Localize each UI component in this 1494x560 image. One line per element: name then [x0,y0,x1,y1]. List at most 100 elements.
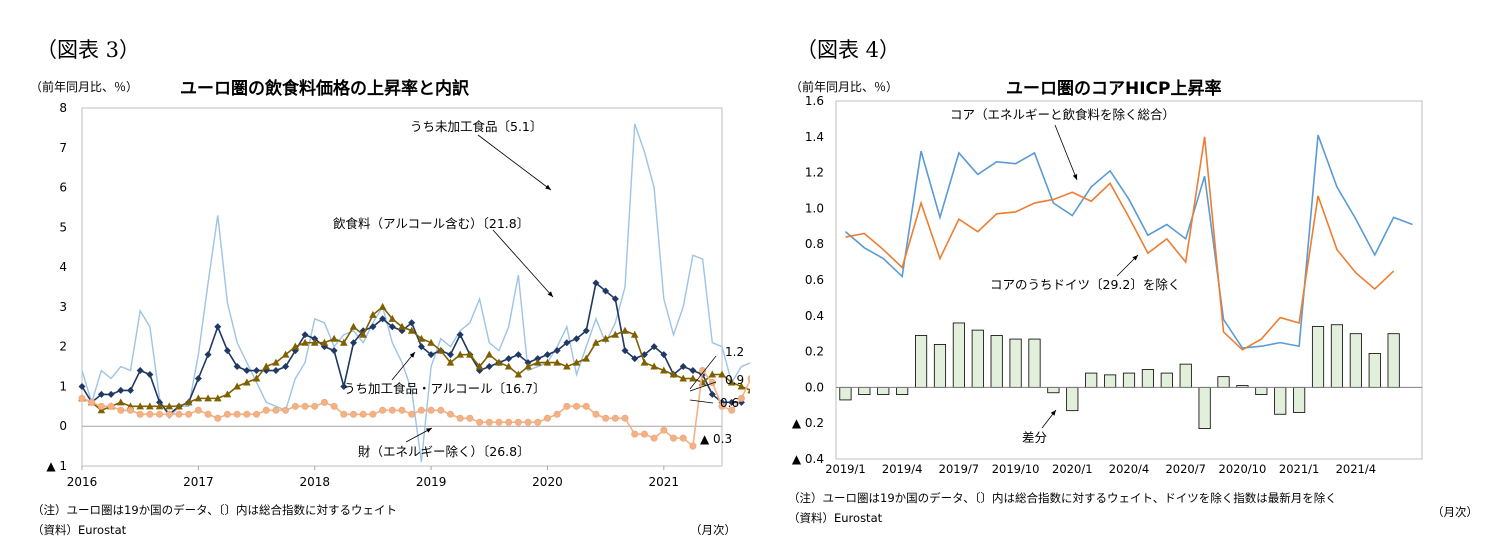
data-point [650,343,658,351]
figure-4-source: （資料）Eurostat [788,511,883,525]
data-point [407,326,416,334]
data-point [107,402,115,410]
annotation-processed-food-arrow [391,351,416,381]
data-point [621,326,629,334]
data-point [679,434,687,442]
data-point [563,339,571,347]
data-point [262,406,270,414]
data-point [728,398,736,406]
data-point [602,414,610,422]
x-tick-label: 2020/1 [1052,462,1092,476]
data-point [514,418,522,426]
data-point [233,382,241,390]
diff-bar [858,386,871,395]
y-tick-label: ▲ 0.2 [792,416,824,430]
diff-bar [1217,376,1230,388]
data-point [563,362,571,370]
diff-bar [1293,386,1306,413]
end-value-label: 0.9 [725,373,744,387]
diff-bar [1255,386,1268,395]
data-point [456,414,464,422]
data-point [495,418,503,426]
data-point [253,367,261,375]
data-point [679,363,687,371]
diff-bar [896,386,909,395]
data-point [737,382,746,390]
diff-bar [1274,386,1287,415]
diff-bar [1009,338,1022,388]
figure-4-x-unit: （月次） [1432,505,1478,519]
y-tick-label: 0.6 [805,273,824,287]
data-point [446,358,455,366]
data-point [243,378,251,386]
data-point [437,406,445,414]
data-point [689,374,697,382]
data-point [223,347,231,355]
data-point [563,402,571,410]
diff-bar [1368,352,1381,388]
data-point [553,358,561,366]
annotation-food-total-arrow [492,229,554,298]
data-point [272,367,280,375]
y-tick-label: 0.0 [805,380,824,394]
data-point [495,358,503,366]
data-point [330,334,338,342]
data-point [485,418,493,426]
x-tick-label: 2017 [183,475,214,489]
data-point [330,402,338,410]
x-tick-label: 2021/1 [1279,462,1319,476]
data-point [126,406,134,414]
x-tick-label: 2019/1 [825,462,865,476]
x-tick-label: 2019/4 [882,462,922,476]
data-point [146,410,154,418]
y-tick-label: 2 [59,340,67,354]
data-point [650,434,658,442]
x-tick-label: 2019/7 [939,462,979,476]
figure-3-panel: （図表 3） （前年同月比、％） ユーロ圏の飲食料価格の上昇率と内訳 ▲ 1 0 1… [30,38,750,537]
data-point [466,414,474,422]
data-point [223,390,232,398]
data-point [252,374,261,382]
figure-3-note: （注）ユーロ圏は19か国のデータ、〔〕内は総合指数に対するウェイト [32,503,398,517]
data-point [379,406,387,414]
end-leader-line [689,399,714,404]
end-leader-line [689,381,717,392]
diff-bar [952,322,965,388]
data-point [311,402,319,410]
annotation-processed-food: うち加工食品・アルコール〔16.7〕 [343,381,545,396]
x-tick-label: 2016 [67,475,98,489]
data-point [301,338,309,346]
x-tick-label: 2020/4 [1109,462,1149,476]
data-point [505,355,513,363]
x-tick-label: 2020 [532,475,563,489]
data-point [320,398,328,406]
end-leader-line [689,355,717,390]
y-tick-label: 5 [59,220,67,234]
data-point [611,295,619,303]
data-point [175,402,183,410]
data-point [282,406,290,414]
y-tick-label: 4 [59,260,67,274]
data-point [204,410,212,418]
annotation-goods: 財（エネルギー除く）〔26.8〕 [358,444,530,459]
annotation-raw-food-arrow [477,134,552,191]
data-point [660,366,668,374]
diff-bar [1330,324,1344,388]
diff-bar [971,329,984,388]
plot-area [835,100,1423,460]
data-point [747,375,750,382]
y-tick-label: 1.6 [805,94,824,108]
data-point [107,390,115,398]
data-point [417,406,425,414]
data-point [456,350,464,358]
data-point [379,315,387,323]
y-tick-label: 1 [59,379,67,393]
data-point [582,354,591,362]
data-point [737,394,745,402]
data-point [301,331,309,339]
data-point [340,382,348,390]
data-point [592,338,600,346]
data-point [679,374,688,382]
data-point [194,394,203,402]
data-point [427,338,435,346]
